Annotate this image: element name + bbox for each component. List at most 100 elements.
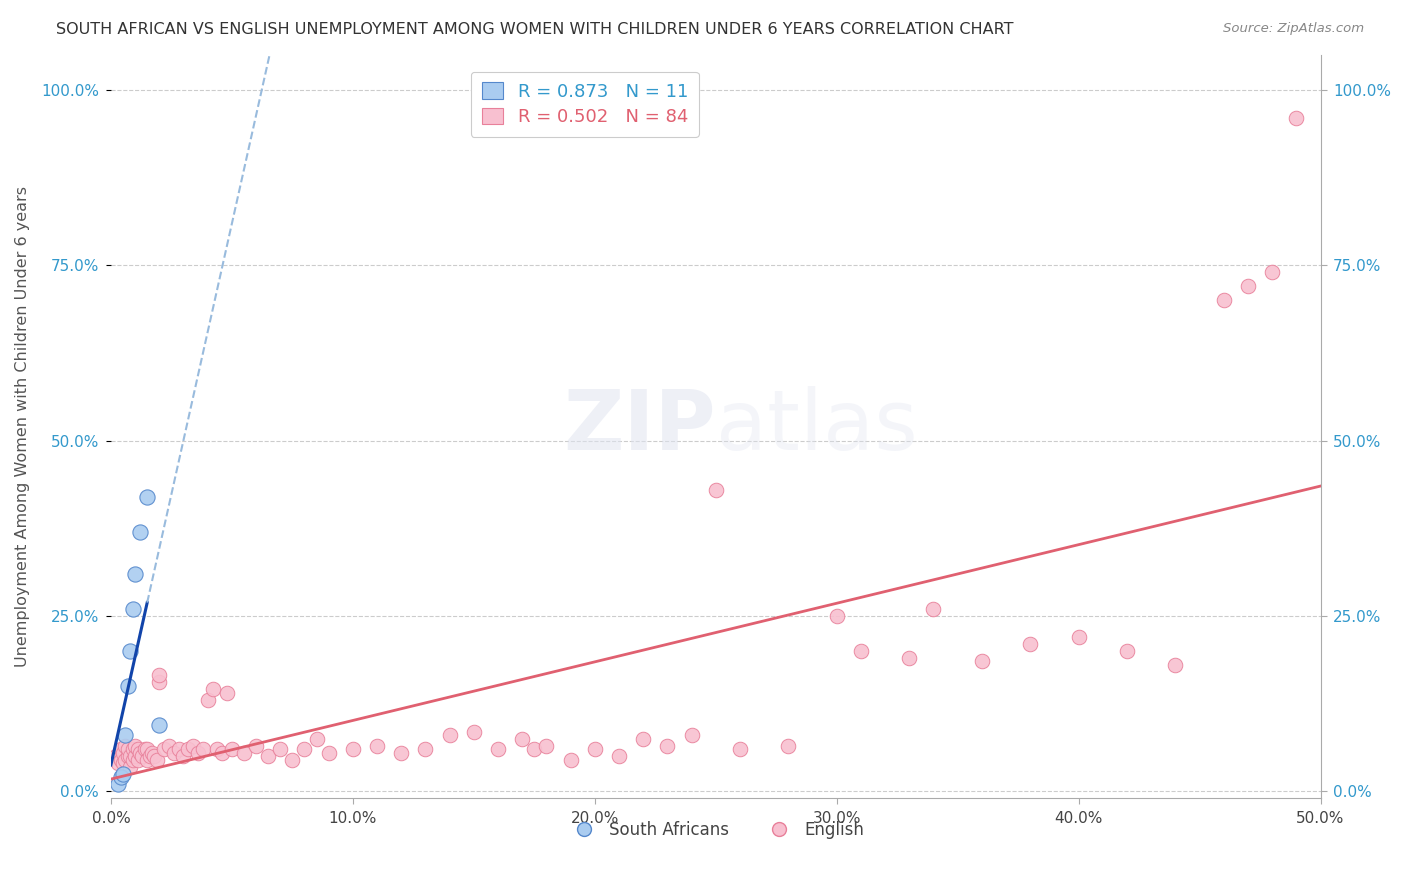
Point xyxy=(366,739,388,753)
Point xyxy=(922,602,945,616)
Point xyxy=(342,742,364,756)
Point xyxy=(127,742,149,756)
Point xyxy=(281,753,304,767)
Text: SOUTH AFRICAN VS ENGLISH UNEMPLOYMENT AMONG WOMEN WITH CHILDREN UNDER 6 YEARS CO: SOUTH AFRICAN VS ENGLISH UNEMPLOYMENT AM… xyxy=(56,22,1014,37)
Point xyxy=(233,746,256,760)
Point xyxy=(305,731,328,746)
Point xyxy=(1067,630,1090,644)
Point xyxy=(257,749,280,764)
Point xyxy=(1212,293,1234,308)
Point xyxy=(136,490,159,504)
Point xyxy=(127,753,149,767)
Point xyxy=(148,675,170,690)
Point xyxy=(117,679,139,693)
Point xyxy=(121,602,143,616)
Point xyxy=(134,742,156,756)
Point xyxy=(114,739,136,753)
Point xyxy=(704,483,727,497)
Point xyxy=(607,749,630,764)
Point xyxy=(1019,637,1042,651)
Point xyxy=(173,749,195,764)
Point xyxy=(124,739,146,753)
Point xyxy=(167,742,190,756)
Text: ZIP: ZIP xyxy=(564,386,716,467)
Point xyxy=(657,739,679,753)
Point xyxy=(294,742,316,756)
Point xyxy=(211,746,233,760)
Point xyxy=(136,742,159,756)
Point xyxy=(121,753,143,767)
Point xyxy=(181,739,204,753)
Point xyxy=(114,753,136,767)
Y-axis label: Unemployment Among Women with Children Under 6 years: Unemployment Among Women with Children U… xyxy=(15,186,30,667)
Point xyxy=(124,749,146,764)
Point xyxy=(163,746,186,760)
Point xyxy=(245,739,267,753)
Point xyxy=(153,742,176,756)
Point xyxy=(631,731,654,746)
Point xyxy=(124,566,146,581)
Point xyxy=(107,777,129,791)
Point xyxy=(111,766,134,780)
Point xyxy=(201,682,224,697)
Point xyxy=(898,651,921,665)
Point xyxy=(486,742,509,756)
Text: atlas: atlas xyxy=(716,386,918,467)
Point xyxy=(111,756,134,770)
Point xyxy=(1285,112,1308,126)
Point xyxy=(389,746,412,760)
Point xyxy=(318,746,340,760)
Point xyxy=(177,742,200,756)
Point xyxy=(221,742,243,756)
Point xyxy=(120,749,142,764)
Point xyxy=(681,728,703,742)
Point xyxy=(143,749,166,764)
Point xyxy=(778,739,800,753)
Point xyxy=(415,742,437,756)
Point xyxy=(215,686,238,700)
Point xyxy=(138,749,160,764)
Point xyxy=(825,608,848,623)
Point xyxy=(131,749,153,764)
Point xyxy=(110,753,132,767)
Text: Source: ZipAtlas.com: Source: ZipAtlas.com xyxy=(1223,22,1364,36)
Point xyxy=(560,753,582,767)
Point xyxy=(849,644,872,658)
Point xyxy=(136,753,159,767)
Point xyxy=(141,746,163,760)
Point xyxy=(110,770,132,784)
Point xyxy=(148,668,170,682)
Point xyxy=(129,746,152,760)
Point xyxy=(1116,644,1139,658)
Point xyxy=(157,739,180,753)
Point xyxy=(207,742,229,756)
Point xyxy=(536,739,558,753)
Point xyxy=(523,742,546,756)
Point xyxy=(510,731,533,746)
Point xyxy=(187,746,209,760)
Point xyxy=(148,717,170,731)
Point xyxy=(146,753,169,767)
Point xyxy=(1164,657,1187,672)
Point xyxy=(120,644,142,658)
Point xyxy=(583,742,606,756)
Point xyxy=(120,759,142,773)
Point xyxy=(269,742,291,756)
Point xyxy=(104,749,127,764)
Point xyxy=(107,756,129,770)
Point xyxy=(439,728,461,742)
Point xyxy=(121,742,143,756)
Point xyxy=(117,749,139,764)
Point xyxy=(197,693,219,707)
Point xyxy=(111,746,134,760)
Point xyxy=(114,728,136,742)
Point xyxy=(970,655,993,669)
Point xyxy=(129,524,152,539)
Point xyxy=(117,742,139,756)
Point xyxy=(728,742,751,756)
Point xyxy=(1261,265,1284,279)
Point xyxy=(191,742,214,756)
Point xyxy=(110,742,132,756)
Point xyxy=(463,724,485,739)
Legend: South Africans, English: South Africans, English xyxy=(561,814,870,846)
